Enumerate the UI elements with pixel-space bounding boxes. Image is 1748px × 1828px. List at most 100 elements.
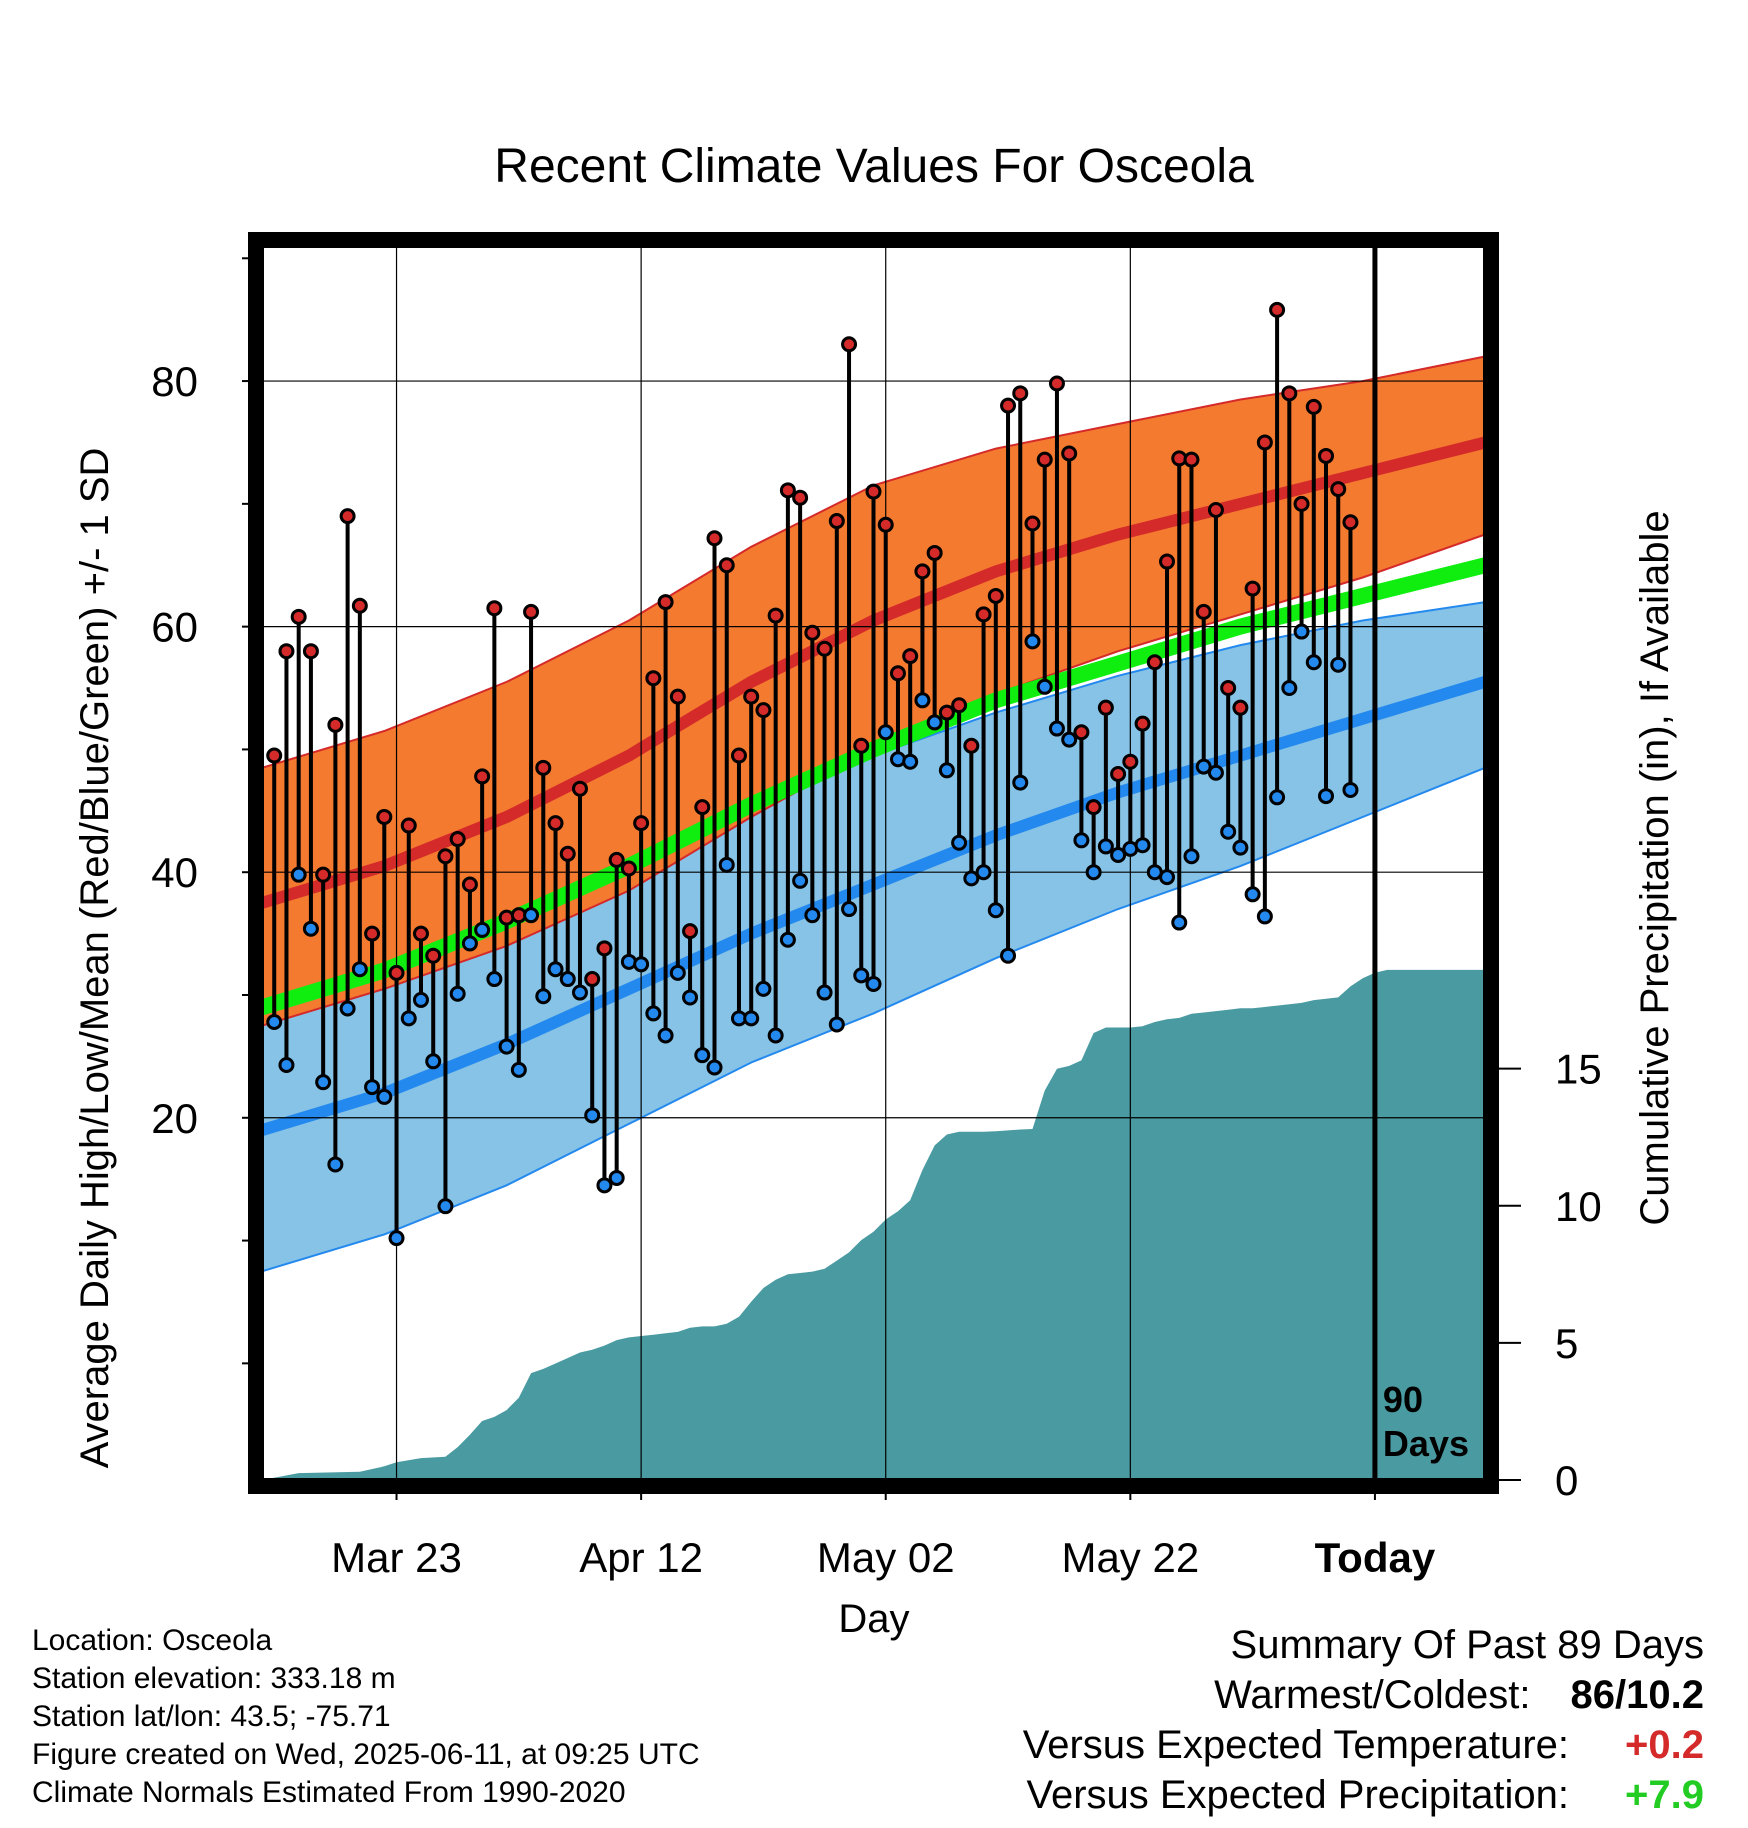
daily-low-point bbox=[682, 989, 699, 1006]
y2-tick-label: 0 bbox=[1555, 1457, 1578, 1504]
station-info: Location: Osceola Station elevation: 333… bbox=[32, 1622, 700, 1812]
daily-high-point bbox=[596, 940, 613, 957]
daily-high-point bbox=[412, 925, 429, 942]
daily-low-point bbox=[1000, 947, 1017, 964]
daily-high-point bbox=[339, 508, 356, 525]
daily-high-point bbox=[1000, 397, 1017, 414]
plot-frame bbox=[248, 232, 1499, 1494]
daily-high-point bbox=[1073, 724, 1090, 741]
daily-high-point bbox=[1281, 385, 1298, 402]
daily-high-point bbox=[437, 848, 454, 865]
daily-low-point bbox=[669, 964, 686, 981]
daily-high-point bbox=[755, 702, 772, 719]
daily-low-point bbox=[608, 1169, 625, 1186]
daily-high-point bbox=[278, 643, 295, 660]
daily-low-point bbox=[376, 1088, 393, 1105]
daily-high-point bbox=[1012, 385, 1029, 402]
daily-low-point bbox=[1012, 774, 1029, 791]
daily-high-point bbox=[1024, 515, 1041, 532]
y-tick-label: 20 bbox=[151, 1095, 198, 1142]
daily-low-point bbox=[1318, 788, 1335, 805]
daily-low-point bbox=[290, 866, 307, 883]
warmest-label: Warmest/Coldest: bbox=[1214, 1673, 1531, 1717]
daily-low-point bbox=[584, 1107, 601, 1124]
daily-high-point bbox=[975, 606, 992, 623]
daily-low-point bbox=[388, 1230, 405, 1247]
daily-high-point bbox=[351, 597, 368, 614]
y2-tick-label: 10 bbox=[1555, 1183, 1602, 1230]
daily-low-point bbox=[523, 907, 540, 924]
temp-anomaly-label: Versus Expected Temperature: bbox=[1022, 1723, 1569, 1767]
daily-low-point bbox=[779, 931, 796, 948]
daily-high-point bbox=[865, 483, 882, 500]
daily-low-point bbox=[596, 1177, 613, 1194]
daily-low-point bbox=[694, 1047, 711, 1064]
daily-high-point bbox=[743, 688, 760, 705]
daily-high-point bbox=[364, 925, 381, 942]
y-tick-label: 40 bbox=[151, 849, 198, 896]
daily-low-point bbox=[914, 692, 931, 709]
precip-anomaly-value: +7.9 bbox=[1625, 1773, 1704, 1817]
daily-high-point bbox=[1061, 445, 1078, 462]
daily-high-point bbox=[1318, 447, 1335, 464]
daily-low-point bbox=[364, 1079, 381, 1096]
temp-anomaly-row: Versus Expected Temperature: +0.2 bbox=[1023, 1720, 1704, 1770]
daily-low-point bbox=[853, 967, 870, 984]
daily-high-point bbox=[559, 845, 576, 862]
daily-high-point bbox=[816, 640, 833, 657]
y2-tick-label: 15 bbox=[1555, 1046, 1602, 1093]
daily-low-point bbox=[400, 1010, 417, 1027]
daily-low-point bbox=[1207, 764, 1224, 781]
daily-high-point bbox=[657, 594, 674, 611]
daily-high-point bbox=[1159, 553, 1176, 570]
daily-low-point bbox=[706, 1059, 723, 1076]
daily-high-point bbox=[804, 624, 821, 641]
daily-low-point bbox=[951, 834, 968, 851]
daily-high-point bbox=[1305, 398, 1322, 415]
created-text: Figure created on Wed, 2025-06-11, at 09… bbox=[32, 1738, 700, 1771]
daily-low-point bbox=[963, 870, 980, 887]
x-axis-label: Day bbox=[838, 1597, 909, 1641]
daily-low-point bbox=[792, 872, 809, 889]
daily-high-point bbox=[914, 563, 931, 580]
daily-low-point bbox=[1232, 839, 1249, 856]
daily-high-point bbox=[474, 768, 491, 785]
daily-high-point bbox=[1122, 753, 1139, 770]
daily-high-point bbox=[1110, 765, 1127, 782]
daily-high-point bbox=[792, 489, 809, 506]
x-tick-label: Mar 23 bbox=[331, 1534, 462, 1581]
daily-high-point bbox=[290, 608, 307, 625]
daily-high-point bbox=[1134, 715, 1151, 732]
daily-high-point bbox=[987, 587, 1004, 604]
daily-low-point bbox=[498, 1038, 515, 1055]
daily-low-point bbox=[302, 920, 319, 937]
daily-high-point bbox=[1232, 699, 1249, 716]
elevation-text: Station elevation: 333.18 m bbox=[32, 1662, 396, 1695]
daily-low-point bbox=[449, 985, 466, 1002]
daily-high-point bbox=[400, 817, 417, 834]
daily-high-point bbox=[779, 482, 796, 499]
daily-low-point bbox=[510, 1061, 527, 1078]
daily-low-point bbox=[865, 975, 882, 992]
x-tick-label: May 02 bbox=[817, 1534, 955, 1581]
daily-high-point bbox=[1036, 451, 1053, 468]
daily-low-point bbox=[1330, 656, 1347, 673]
summary-title: Summary Of Past 89 Days bbox=[1230, 1623, 1704, 1667]
daily-high-point bbox=[718, 557, 735, 574]
daily-low-point bbox=[816, 984, 833, 1001]
daily-low-point bbox=[1159, 869, 1176, 886]
daily-high-point bbox=[841, 336, 858, 353]
daily-high-point bbox=[828, 513, 845, 530]
daily-low-point bbox=[938, 762, 955, 779]
daily-high-point bbox=[853, 737, 870, 754]
daily-high-point bbox=[669, 688, 686, 705]
daily-high-point bbox=[926, 544, 943, 561]
daily-low-point bbox=[315, 1074, 332, 1091]
daily-low-point bbox=[1085, 864, 1102, 881]
daily-high-point bbox=[1342, 514, 1359, 531]
daily-low-point bbox=[1305, 654, 1322, 671]
x-tick-label: Today bbox=[1315, 1534, 1436, 1581]
daily-high-point bbox=[461, 876, 478, 893]
